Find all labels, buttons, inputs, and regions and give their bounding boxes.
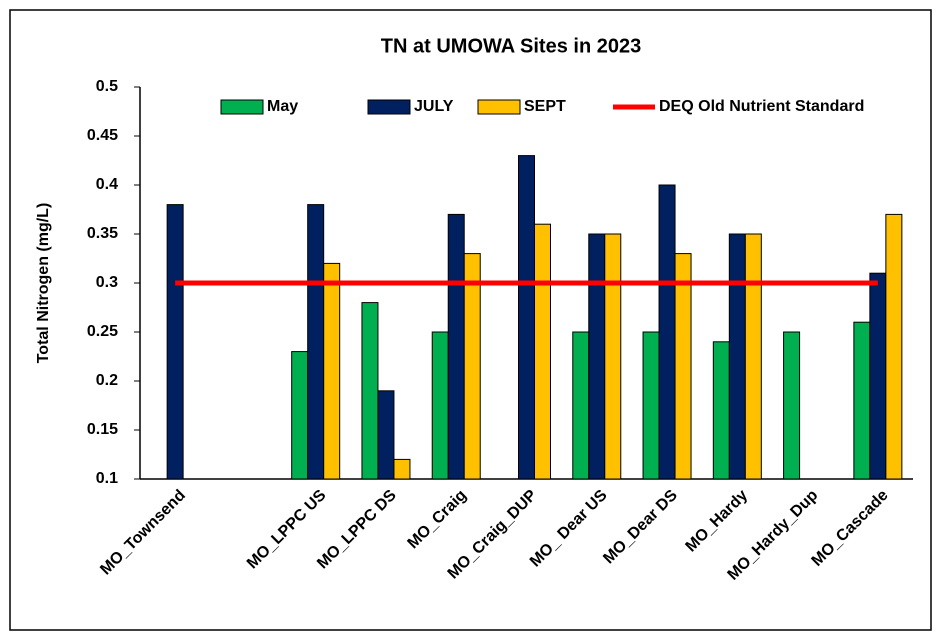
chart-title: TN at UMOWA Sites in 2023: [381, 35, 641, 57]
bar: [642, 331, 660, 480]
legend-swatch: [477, 99, 521, 115]
y-tick-label: 0.45: [87, 127, 118, 144]
y-tick-label: 0.5: [96, 78, 118, 95]
bar: [463, 253, 481, 480]
bar: [853, 321, 871, 480]
legend-swatch: [220, 99, 264, 115]
bar: [361, 302, 379, 480]
y-tick-label: 0.25: [87, 323, 118, 340]
y-tick-label: 0.3: [96, 274, 118, 291]
bar: [534, 223, 551, 480]
bar: [783, 331, 801, 480]
y-tick-label: 0.4: [96, 176, 118, 193]
legend-swatch: [367, 99, 411, 115]
bar: [869, 272, 887, 480]
bar: [431, 331, 449, 480]
legend-label: May: [267, 98, 298, 115]
bar: [658, 184, 676, 480]
bar: [377, 390, 395, 480]
legend-label: DEQ Old Nutrient Standard: [659, 98, 864, 115]
y-tick-label: 0.35: [87, 225, 118, 242]
bar: [674, 253, 692, 480]
bar: [323, 262, 341, 480]
y-axis-label: Total Nitrogen (mg/L): [35, 203, 52, 364]
legend-label: SEPT: [524, 98, 566, 115]
bar: [393, 458, 411, 480]
bar: [728, 233, 746, 480]
bar: [447, 213, 465, 480]
legend-label: JULY: [414, 98, 454, 115]
y-tick-label: 0.2: [96, 372, 118, 389]
bar: [712, 341, 730, 480]
bar: [604, 233, 622, 480]
bar: [885, 213, 903, 480]
bar: [572, 331, 590, 480]
bar: [291, 351, 309, 480]
bar: [307, 204, 325, 480]
bar: [744, 233, 762, 480]
bar: [166, 204, 184, 480]
bar: [518, 155, 535, 480]
bar: [588, 233, 606, 480]
y-tick-label: 0.1: [96, 470, 118, 487]
y-tick-label: 0.15: [87, 421, 118, 438]
